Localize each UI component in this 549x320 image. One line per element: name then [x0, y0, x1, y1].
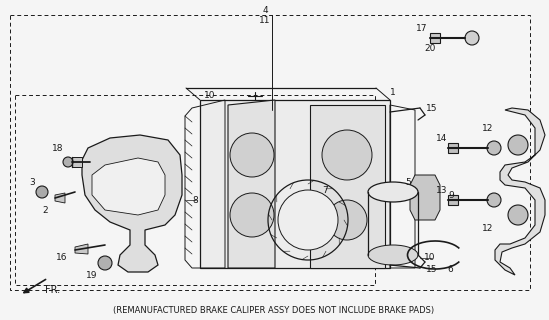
- Circle shape: [508, 205, 528, 225]
- Polygon shape: [448, 143, 458, 153]
- Text: 13: 13: [436, 186, 448, 195]
- Bar: [10, 15, 530, 290]
- Polygon shape: [72, 157, 82, 167]
- Circle shape: [465, 31, 479, 45]
- Circle shape: [230, 133, 274, 177]
- Text: 17: 17: [416, 23, 428, 33]
- Text: 12: 12: [483, 124, 494, 132]
- Ellipse shape: [368, 245, 418, 265]
- Polygon shape: [82, 135, 182, 272]
- Text: 11: 11: [259, 15, 271, 25]
- Circle shape: [322, 130, 372, 180]
- Polygon shape: [200, 100, 390, 268]
- Ellipse shape: [278, 190, 338, 250]
- Polygon shape: [75, 244, 88, 254]
- Polygon shape: [55, 193, 65, 203]
- Text: 10: 10: [204, 91, 216, 100]
- Text: (REMANUFACTURED BRAKE CALIPER ASSY DOES NOT INCLUDE BRAKE PADS): (REMANUFACTURED BRAKE CALIPER ASSY DOES …: [114, 307, 435, 316]
- Text: 8: 8: [192, 196, 198, 204]
- Polygon shape: [495, 108, 545, 275]
- Ellipse shape: [368, 182, 418, 202]
- Text: 10: 10: [424, 253, 436, 262]
- Text: 16: 16: [56, 253, 68, 262]
- Text: 14: 14: [436, 133, 447, 142]
- Text: 7: 7: [322, 186, 328, 195]
- Polygon shape: [448, 195, 458, 205]
- Polygon shape: [310, 105, 385, 268]
- Circle shape: [36, 186, 48, 198]
- Circle shape: [327, 200, 367, 240]
- Text: 5: 5: [405, 178, 411, 187]
- Polygon shape: [228, 100, 275, 268]
- Text: FR.: FR.: [45, 285, 60, 295]
- Polygon shape: [430, 33, 440, 43]
- Polygon shape: [410, 175, 440, 220]
- Text: 15: 15: [426, 103, 438, 113]
- Text: 9: 9: [448, 190, 454, 199]
- Bar: [15, 95, 375, 285]
- Circle shape: [508, 135, 528, 155]
- Text: 4: 4: [262, 5, 268, 14]
- Text: 6: 6: [447, 266, 453, 275]
- Text: 12: 12: [483, 223, 494, 233]
- Circle shape: [487, 193, 501, 207]
- Circle shape: [98, 256, 112, 270]
- Polygon shape: [92, 158, 165, 215]
- Circle shape: [63, 157, 73, 167]
- Text: 18: 18: [52, 143, 64, 153]
- Text: 20: 20: [424, 44, 436, 52]
- Text: 3: 3: [29, 178, 35, 187]
- Text: 15: 15: [426, 266, 438, 275]
- Text: 19: 19: [86, 270, 98, 279]
- Text: 2: 2: [42, 205, 48, 214]
- Circle shape: [487, 141, 501, 155]
- Text: 1: 1: [390, 87, 396, 97]
- Circle shape: [230, 193, 274, 237]
